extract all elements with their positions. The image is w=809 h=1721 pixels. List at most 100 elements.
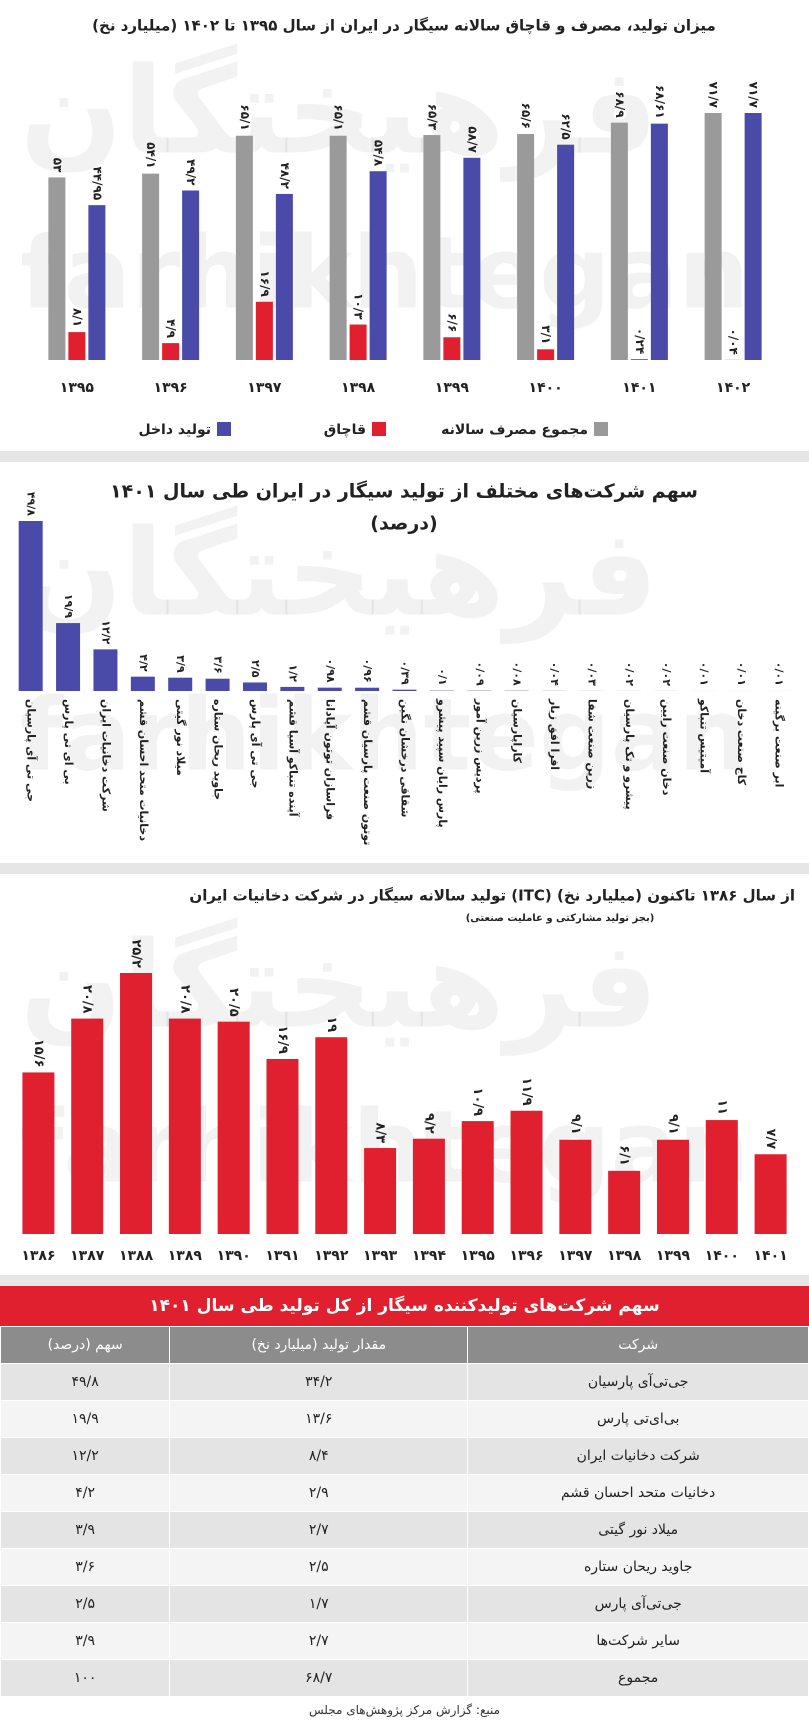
legend-swatch bbox=[372, 422, 386, 436]
bar bbox=[392, 689, 417, 691]
table-cell: ۲/۹ bbox=[169, 1474, 469, 1512]
table-row: جی‌تی‌آی پارسیان ۳۴/۲ ۴۹/۸ bbox=[0, 1363, 809, 1401]
value-label: ۳/۶ bbox=[212, 656, 225, 673]
value-label: ۱۹ bbox=[324, 1016, 339, 1032]
column-header: سهم (درصد) bbox=[0, 1326, 171, 1364]
bar bbox=[68, 332, 86, 360]
table-row: شرکت دخانیات ایران ۸/۴ ۱۲/۲ bbox=[0, 1437, 809, 1475]
value-label: ۰/۹۶ bbox=[361, 659, 374, 683]
value-label: ۴/۹ bbox=[164, 319, 178, 339]
x-tick-label: ۱۴۰۲ bbox=[716, 380, 751, 396]
value-label: ۲۵/۲ bbox=[129, 939, 144, 968]
bar bbox=[280, 686, 305, 691]
table-cell: جی‌تی‌آی پارس bbox=[467, 1585, 809, 1623]
value-label: ۰/۰۴ bbox=[548, 662, 561, 686]
table-row: جاوید ریحان ستاره ۲/۵ ۳/۶ bbox=[0, 1548, 809, 1586]
x-tick-label: کاراپارسیان bbox=[511, 699, 524, 764]
bar bbox=[705, 1120, 738, 1234]
bar bbox=[744, 113, 762, 360]
chart-subtitle: (بجز تولید مشارکتی و عاملیت صنعتی) bbox=[466, 913, 655, 924]
table-cell: ۳۴/۲ bbox=[169, 1363, 469, 1401]
bar bbox=[275, 193, 293, 360]
x-tick-label: ۱۳۸۶ bbox=[21, 1248, 55, 1264]
watermark: فرهیختگان bbox=[20, 505, 658, 644]
bar bbox=[22, 1072, 55, 1234]
table-cell: ۳/۶ bbox=[0, 1548, 171, 1586]
value-label: ۹/۱ bbox=[568, 1114, 583, 1135]
value-label: ۰/۰۱ bbox=[698, 662, 711, 686]
x-tick-label: ۱۳۹۸ bbox=[607, 1248, 642, 1264]
table-row: مجموع ۶۸/۷ ۱۰۰ bbox=[0, 1659, 809, 1697]
value-label: ۹/۲ bbox=[421, 1113, 436, 1134]
table-cell: ۸/۴ bbox=[169, 1437, 469, 1475]
table-cell: ۱۹/۹ bbox=[0, 1400, 171, 1438]
value-label: ۶۸/۹ bbox=[613, 91, 627, 118]
x-tick-label: میلاد نور گیتی bbox=[174, 699, 187, 776]
value-label: ۰/۰۲ bbox=[660, 662, 673, 686]
table-cell: ۱۲/۲ bbox=[0, 1437, 171, 1475]
table-row: جی‌تی‌آی پارس ۱/۷ ۲/۵ bbox=[0, 1585, 809, 1623]
bar bbox=[93, 649, 118, 691]
value-label: ۴/۲ bbox=[137, 654, 150, 672]
x-tick-label: ۱۴۰۱ bbox=[754, 1248, 788, 1264]
x-tick-label: ۱۴۰۱ bbox=[622, 380, 656, 396]
panel: فرهیختگانfarhikhteganمیزان تولید، مصرف و… bbox=[0, 0, 809, 451]
value-label: ۱۵/۶ bbox=[31, 1039, 46, 1068]
x-tick-label: جی تی آی پارسیان bbox=[25, 699, 39, 802]
value-label: ۶۵/۶ bbox=[519, 103, 533, 129]
table-cell: ۶۸/۷ bbox=[169, 1659, 469, 1697]
table-cell: ۲/۵ bbox=[169, 1548, 469, 1586]
value-label: ۵۳ bbox=[50, 158, 64, 173]
table-cell: ۲/۷ bbox=[169, 1622, 469, 1660]
table-panel: فرهیختگان farhikhtegan سهم شرکت‌های تولی… bbox=[0, 1286, 809, 1721]
value-label: ۶۵/۳ bbox=[425, 104, 439, 131]
bar bbox=[255, 301, 273, 360]
value-label: ۶۵/۱ bbox=[332, 104, 346, 130]
value-label: ۱۹/۹ bbox=[62, 594, 75, 618]
value-label: ۰/۰۲ bbox=[623, 662, 636, 686]
watermark: farhikhtegan bbox=[20, 676, 749, 793]
column-header: مقدار تولید (میلیارد نخ) bbox=[169, 1326, 469, 1364]
chart-title: میزان تولید، مصرف و قاچاق سالانه سیگار د… bbox=[92, 17, 716, 36]
chart-title: تولید سالانه سیگار در شرکت دخانیات ایران… bbox=[189, 887, 795, 905]
bar bbox=[754, 1154, 787, 1234]
value-label: ۳/۱ bbox=[539, 325, 553, 344]
bar bbox=[650, 123, 668, 360]
value-label: ۷۱/۷ bbox=[747, 82, 761, 109]
bar bbox=[610, 122, 628, 360]
value-label: ۲۰/۸ bbox=[80, 985, 95, 1014]
x-tick-label: ۱۳۹۲ bbox=[314, 1248, 349, 1264]
x-tick-label: شقاقی درخشان نگین bbox=[399, 699, 412, 817]
x-tick-label: ۱۳۹۱ bbox=[265, 1248, 299, 1264]
header-row: شرکت مقدار تولید (میلیارد نخ) سهم (درصد) bbox=[0, 1326, 809, 1364]
bar bbox=[510, 1110, 543, 1234]
x-tick-label: جی تی آی پارس bbox=[249, 699, 263, 788]
x-tick-label: پردیس زرین آمور bbox=[473, 698, 487, 793]
table-cell: ۱۰۰ bbox=[0, 1659, 171, 1697]
bar bbox=[317, 687, 342, 691]
bar bbox=[18, 521, 43, 691]
bar bbox=[557, 144, 575, 360]
bar bbox=[461, 1121, 494, 1234]
bar bbox=[329, 135, 347, 360]
column-header: شرکت bbox=[467, 1326, 809, 1364]
legend-label: قاچاق bbox=[324, 422, 366, 438]
value-label: ۰/۰۴ bbox=[727, 329, 741, 355]
value-label: ۸/۳ bbox=[373, 1122, 388, 1143]
watermark: فرهیختگان bbox=[20, 917, 658, 1056]
x-tick-label: زرین صنعت شفا bbox=[585, 699, 598, 789]
table-cell: میلاد نور گیتی bbox=[467, 1511, 809, 1549]
value-label: ۶/۶ bbox=[445, 313, 459, 332]
bar bbox=[369, 171, 387, 360]
table-cell: جی‌تی‌آی پارسیان bbox=[467, 1363, 809, 1401]
x-tick-label: ۱۳۸۷ bbox=[70, 1248, 105, 1264]
value-label: ۵۸/۷ bbox=[465, 126, 479, 153]
bar bbox=[120, 973, 153, 1234]
x-tick-label: شرکت دخانیات ایران bbox=[99, 699, 112, 812]
value-label: ۹/۱ bbox=[665, 1114, 680, 1135]
bar bbox=[463, 157, 481, 360]
legend-label: مجموع مصرف سالانه bbox=[441, 422, 588, 438]
chart: فرهیختگان farhikhtegan سهم شرکت‌های مختلف … bbox=[18, 480, 791, 845]
value-label: ۱۶/۹ bbox=[258, 270, 272, 297]
